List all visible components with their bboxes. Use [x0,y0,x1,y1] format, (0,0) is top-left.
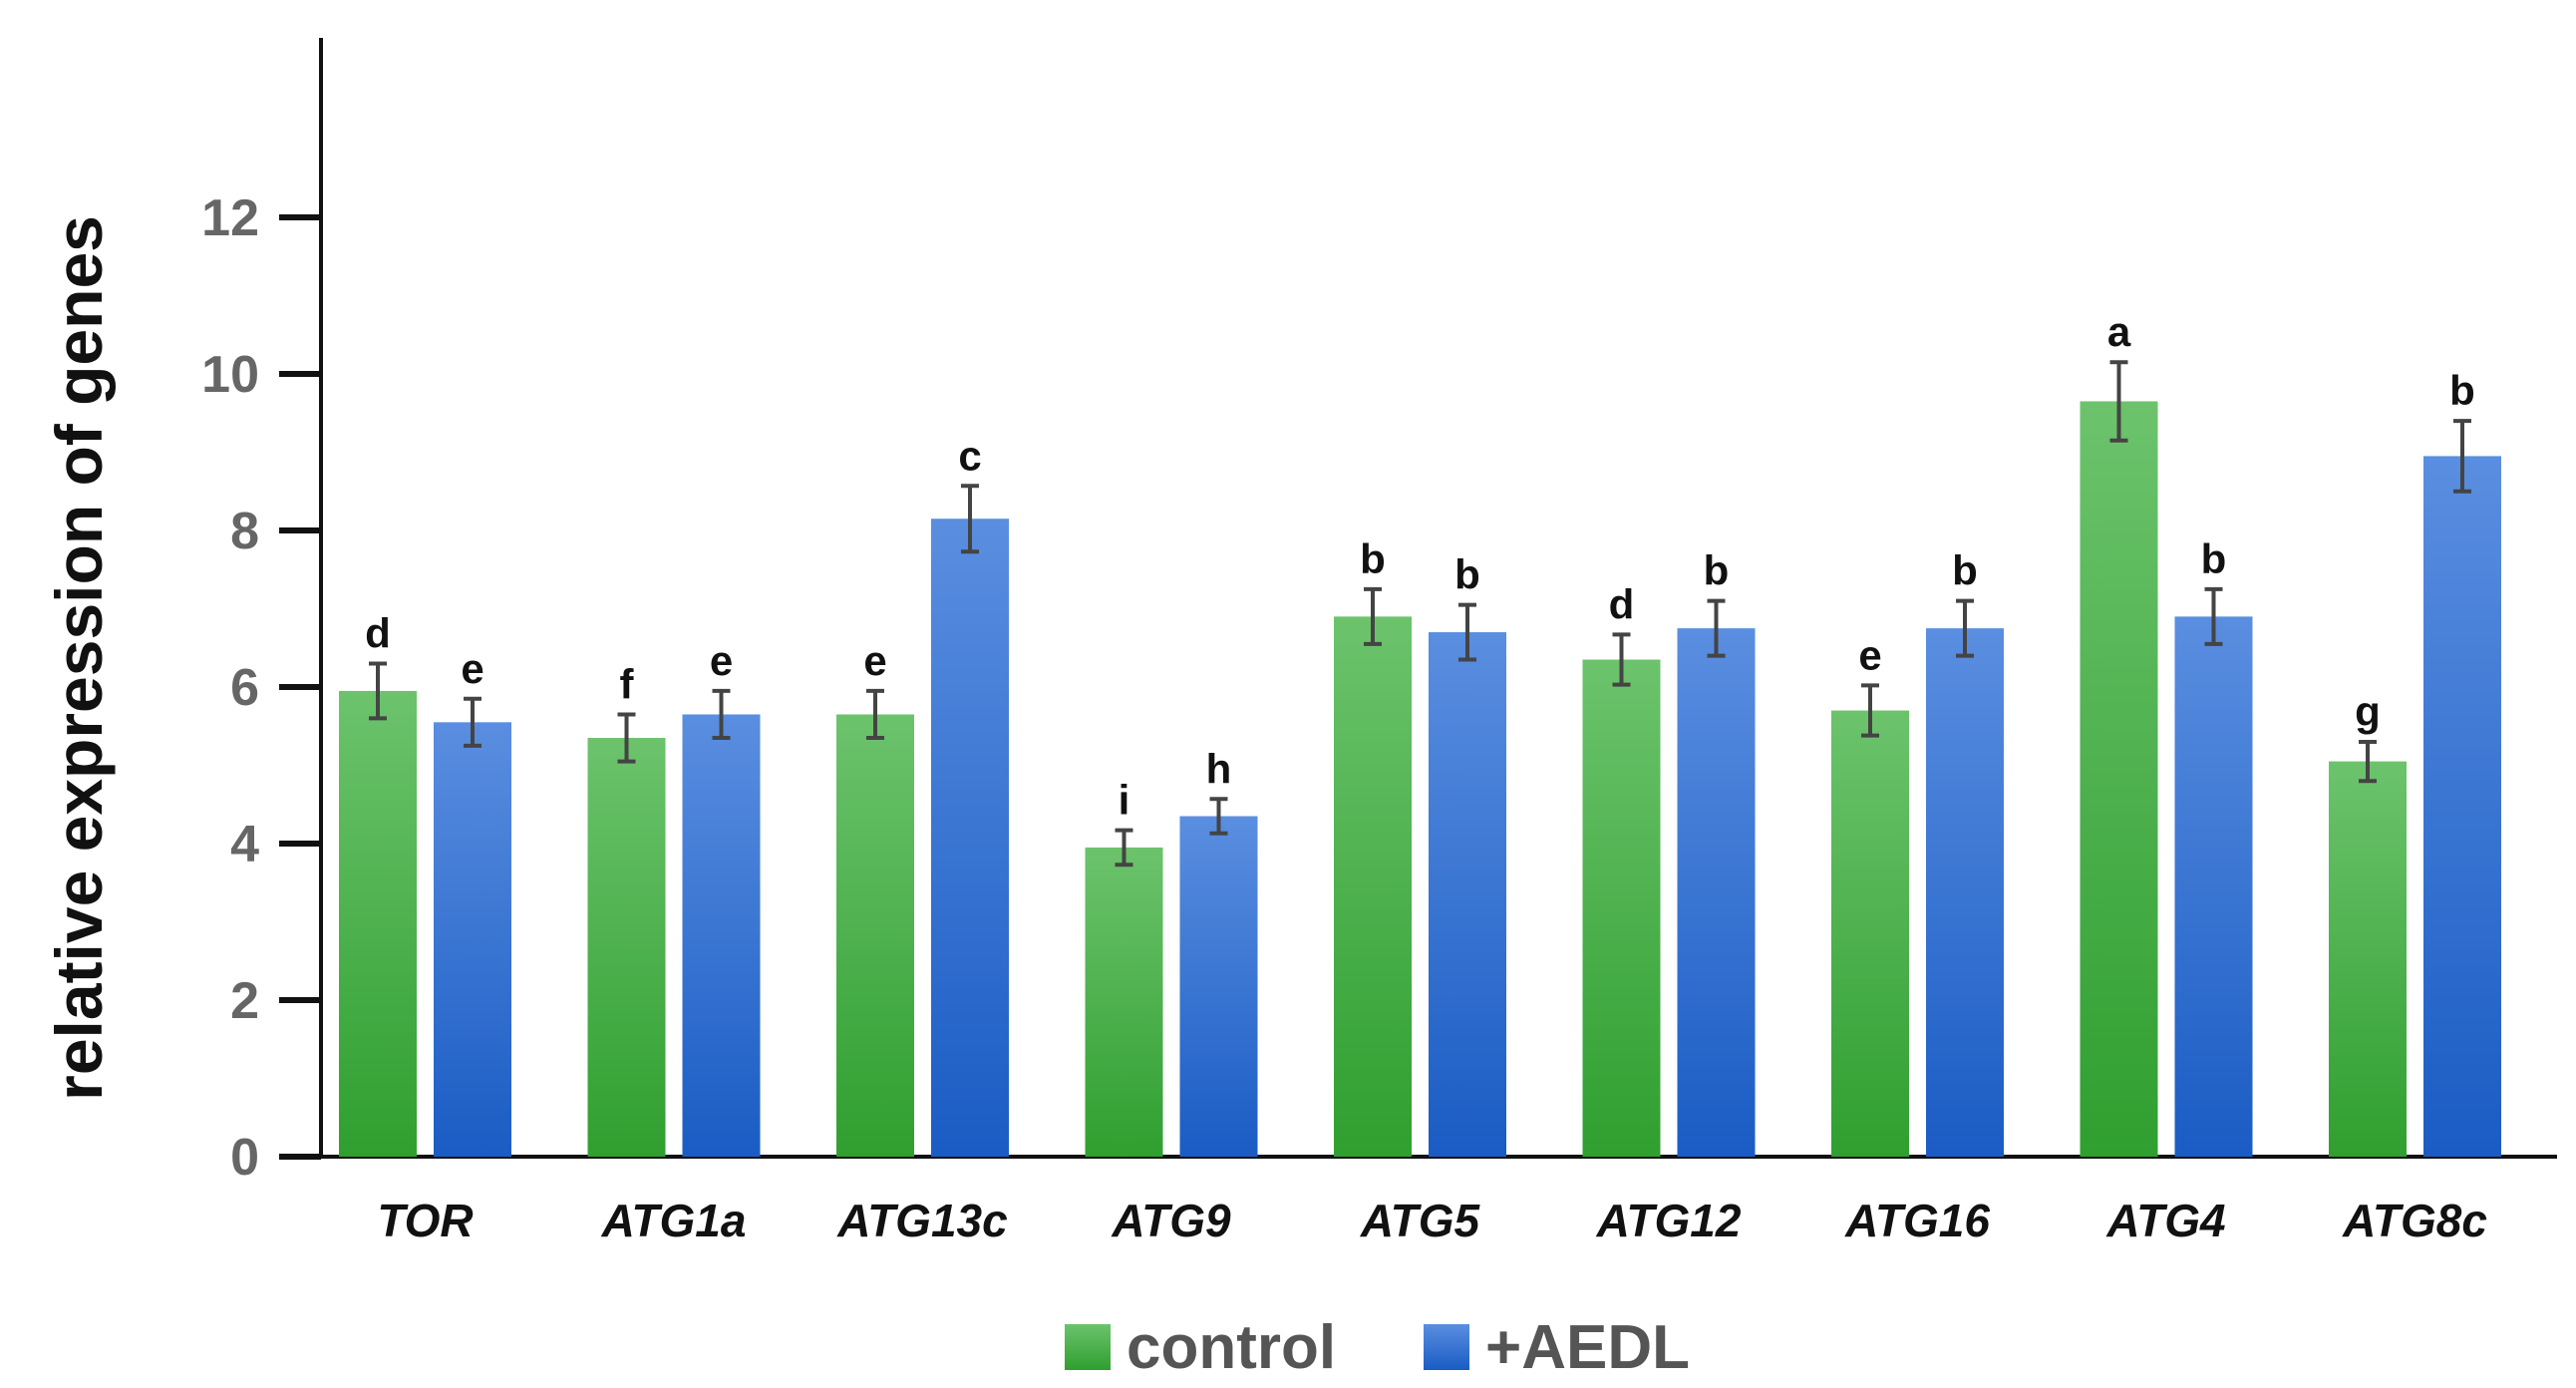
y-tick-label: 2 [230,972,259,1030]
y-tick-label: 8 [230,503,259,560]
error-bar [2109,360,2128,443]
error-bar [369,661,387,721]
significance-letter: a [2107,308,2131,355]
significance-letter: h [1206,745,1232,792]
error-bar [2453,419,2471,494]
error-bar [1115,828,1133,868]
significance-letter: b [1360,535,1386,582]
bar-aedl [2174,616,2253,1157]
y-tick-label: 0 [230,1129,259,1187]
y-tick-label: 4 [230,816,259,873]
error-bar [1956,598,1974,658]
category-label: ATG13c [836,1195,1007,1246]
significance-letter: e [863,637,886,684]
bar-aedl [1179,816,1258,1157]
legend-label: +AEDL [1485,1313,1690,1382]
error-bar [464,696,482,748]
category-label: ATG16 [1844,1195,1990,1246]
error-bar [617,712,636,764]
significance-letter: e [710,637,733,684]
bar-aedl [1926,628,2004,1157]
bar-control [1334,616,1412,1157]
significance-letter: b [1454,551,1480,598]
significance-letter: g [2355,688,2381,735]
bar-control [1831,710,1909,1157]
significance-letter: e [1858,631,1881,678]
bar-aedl [2423,456,2501,1157]
significance-letter: e [461,645,483,692]
significance-letter: b [2449,367,2475,414]
bar-control [1085,847,1163,1157]
error-bar [1458,602,1476,662]
error-bar [1209,797,1228,836]
significance-letter: b [1952,547,1978,594]
bar-control [1582,659,1661,1157]
category-label: ATG12 [1596,1195,1742,1246]
category-label: TOR [377,1195,473,1246]
y-tick-label: 6 [230,659,259,717]
error-bar [961,484,979,554]
significance-letter: b [2201,535,2227,582]
error-bar [2204,586,2223,646]
y-tick-label: 10 [201,346,259,404]
error-bar [1612,632,1631,687]
x-axis: TOR ATG1a ATG13c ATG9 ATG5 ATG12 ATG16 ATG4 ATG8… [321,1155,2557,1246]
bars [339,360,2501,1158]
y-axis-title: relative expression of genes [42,215,116,1101]
y-tick-label: 12 [201,189,259,247]
bar-aedl [682,714,761,1157]
bar-control [2080,401,2158,1158]
significance-letter: c [958,432,981,479]
legend-swatch [1065,1324,1111,1370]
bar-control [339,690,417,1157]
significance-letter: d [1609,580,1635,627]
y-axis: 0 2 4 6 8 10 12 [201,38,323,1187]
significance-letter: b [1704,547,1730,594]
legend-item: control [1065,1313,1336,1382]
legend-swatch [1424,1324,1469,1370]
legend-label: control [1127,1313,1336,1382]
category-label: ATG5 [1360,1195,1481,1246]
legend: control +AEDL [1065,1313,1690,1382]
error-bar [2359,739,2377,784]
bar-control [2329,761,2407,1157]
category-label: ATG4 [2105,1195,2225,1246]
bar-control [836,714,914,1157]
bar-aedl [1429,632,1506,1157]
significance-letters: d e f e e c i h b b d b e b a b g b [365,308,2475,823]
category-label: ATG9 [1111,1195,1231,1246]
bar-aedl [1677,628,1756,1157]
error-bar [1364,586,1382,646]
error-bar [1707,598,1726,658]
legend-item: +AEDL [1424,1313,1690,1382]
error-bar [1861,683,1879,738]
category-label: ATG8c [2342,1195,2487,1246]
error-bar [866,688,884,741]
category-label: ATG1a [601,1195,747,1246]
bar-aedl [931,519,1009,1157]
significance-letter: f [620,660,635,707]
significance-letter: d [365,609,391,656]
significance-letter: i [1119,777,1130,824]
error-bar [712,688,731,741]
bar-control [587,738,666,1157]
bar-aedl [434,722,511,1157]
